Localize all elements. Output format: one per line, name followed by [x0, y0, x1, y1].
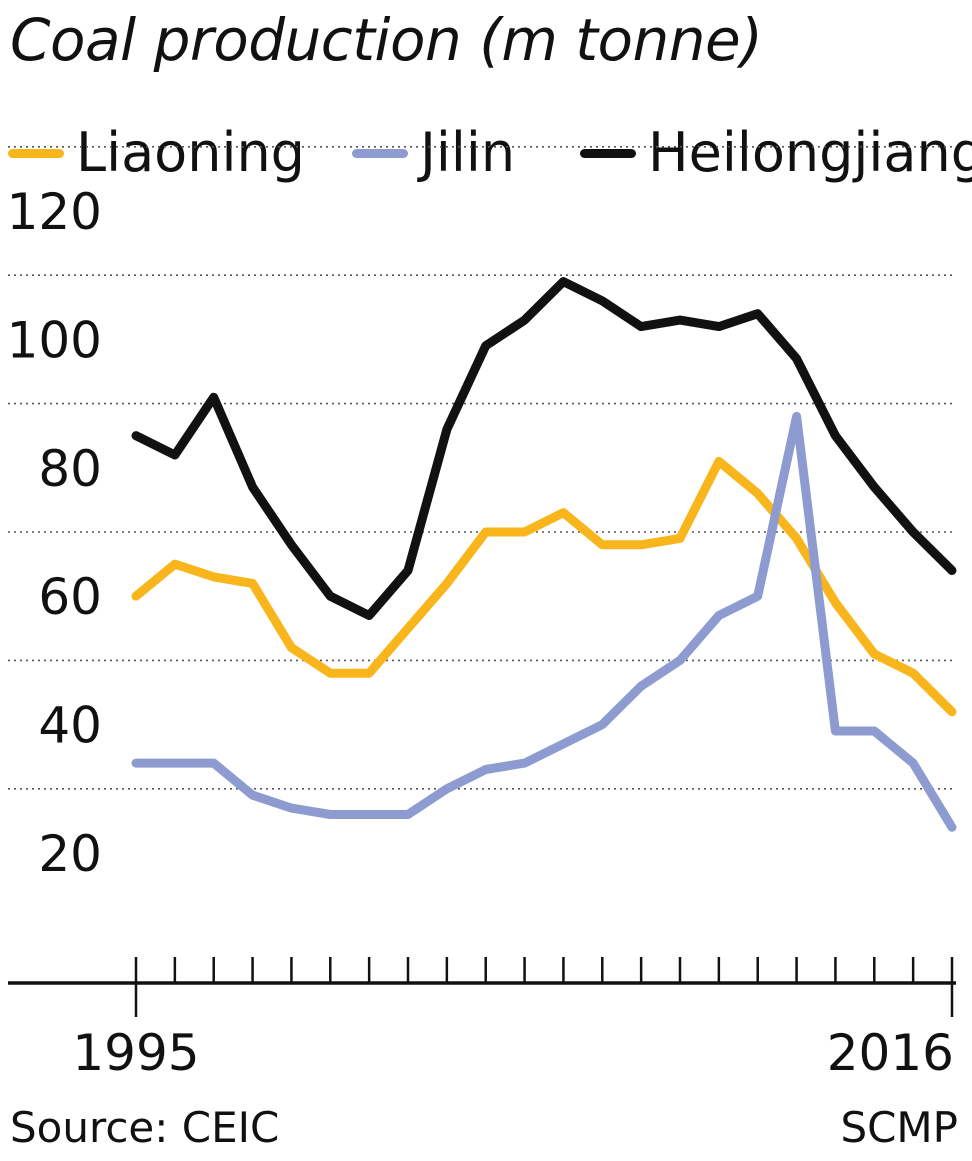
- y-tick-label-60: 60: [38, 568, 102, 626]
- y-tick-label-80: 80: [38, 440, 102, 498]
- legend-label-jilin: Jilin: [420, 121, 516, 184]
- y-tick-label-100: 100: [7, 311, 102, 369]
- chart-title: Coal production (m tonne): [10, 6, 763, 74]
- gridlines: [8, 146, 952, 790]
- x-tick-label-1995: 1995: [72, 1024, 199, 1082]
- series-lines: [131, 277, 957, 832]
- y-tick-label-20: 20: [38, 825, 102, 883]
- credit-note: SCMP: [840, 1103, 958, 1152]
- series-line-jilin: [131, 411, 957, 832]
- legend-swatch-jilin: [352, 148, 408, 158]
- legend-swatch-liaoning: [8, 148, 64, 158]
- x-tick-label-2016: 2016: [827, 1024, 954, 1082]
- x-axis: 1995 2016: [8, 957, 956, 1082]
- source-note: Source: CEIC: [10, 1103, 280, 1152]
- legend-item-liaoning: Liaoning: [8, 120, 305, 186]
- legend-swatch-heilongjiang: [580, 148, 636, 158]
- y-tick-label-40: 40: [38, 697, 102, 755]
- legend-label-heilongjiang: Heilongjiang: [648, 121, 972, 184]
- series-line-heilongjiang: [131, 277, 957, 620]
- legend-label-liaoning: Liaoning: [76, 121, 305, 184]
- y-axis-tick-labels: 20 40 60 80 100 120: [7, 183, 102, 883]
- y-tick-label-120: 120: [7, 183, 102, 241]
- legend-item-jilin: Jilin: [352, 120, 515, 186]
- legend-item-heilongjiang: Heilongjiang: [580, 120, 972, 186]
